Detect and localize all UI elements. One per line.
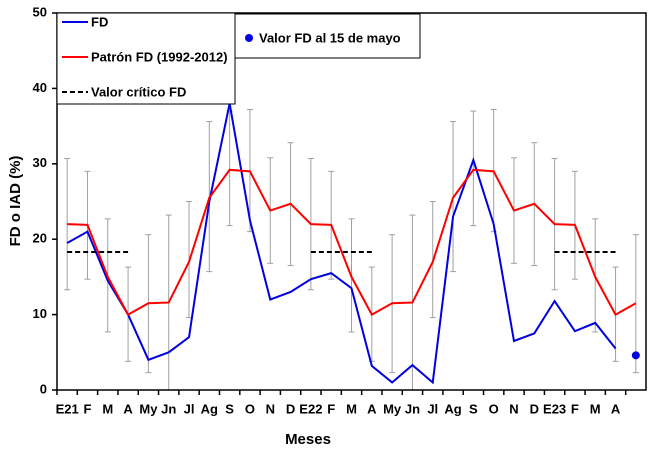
x-tick-label: A (367, 401, 377, 416)
x-tick-label: A (123, 401, 133, 416)
x-tick-label: D (530, 401, 539, 416)
x-tick-label: S (469, 401, 478, 416)
x-tick-label: F (83, 401, 91, 416)
x-tick-label: E21 (56, 401, 79, 416)
legend-label: FD (91, 14, 108, 29)
y-tick-label: 20 (33, 231, 47, 246)
x-tick-label: A (611, 401, 621, 416)
legend-label: Valor FD al 15 de mayo (259, 30, 401, 45)
x-tick-label: F (571, 401, 579, 416)
legend-marker (245, 34, 253, 42)
y-tick-label: 40 (33, 80, 47, 95)
x-tick-label: D (286, 401, 295, 416)
x-tick-label: E23 (543, 401, 566, 416)
x-tick-label: N (266, 401, 275, 416)
x-tick-label: S (225, 401, 234, 416)
x-tick-label: My (383, 401, 402, 416)
y-tick-label: 30 (33, 155, 47, 170)
x-tick-label: Jl (184, 401, 195, 416)
legend-label: Valor crítico FD (91, 84, 186, 99)
x-tick-label: M (102, 401, 113, 416)
legend-box (234, 13, 421, 59)
plot-frame (56, 12, 647, 391)
y-tick-label: 50 (33, 4, 47, 19)
x-tick-label: M (590, 401, 601, 416)
x-tick-label: E22 (299, 401, 322, 416)
error-bar (470, 110, 477, 227)
legend-label: Patrón FD (1992-2012) (91, 49, 228, 64)
x-tick-label: O (245, 401, 255, 416)
data-point (631, 351, 640, 360)
x-tick-label: Ag (201, 401, 218, 416)
series-line (66, 103, 617, 385)
x-tick-label: Jn (405, 401, 420, 416)
x-tick-label: N (509, 401, 518, 416)
x-tick-label: Jl (427, 401, 438, 416)
series-line (67, 168, 637, 316)
x-tick-label: My (139, 401, 158, 416)
x-tick-label: M (346, 401, 357, 416)
x-tick-label: O (489, 401, 499, 416)
x-axis-title: Meses (285, 431, 331, 448)
y-tick-label: 10 (33, 306, 47, 321)
y-tick-label: 0 (40, 381, 47, 396)
y-axis-title: FD o IAD (%) (7, 156, 24, 247)
x-tick-label: Jn (161, 401, 176, 416)
x-tick-label: F (327, 401, 335, 416)
legend-box (56, 12, 236, 105)
error-bar (226, 110, 233, 227)
x-tick-label: Ag (444, 401, 461, 416)
